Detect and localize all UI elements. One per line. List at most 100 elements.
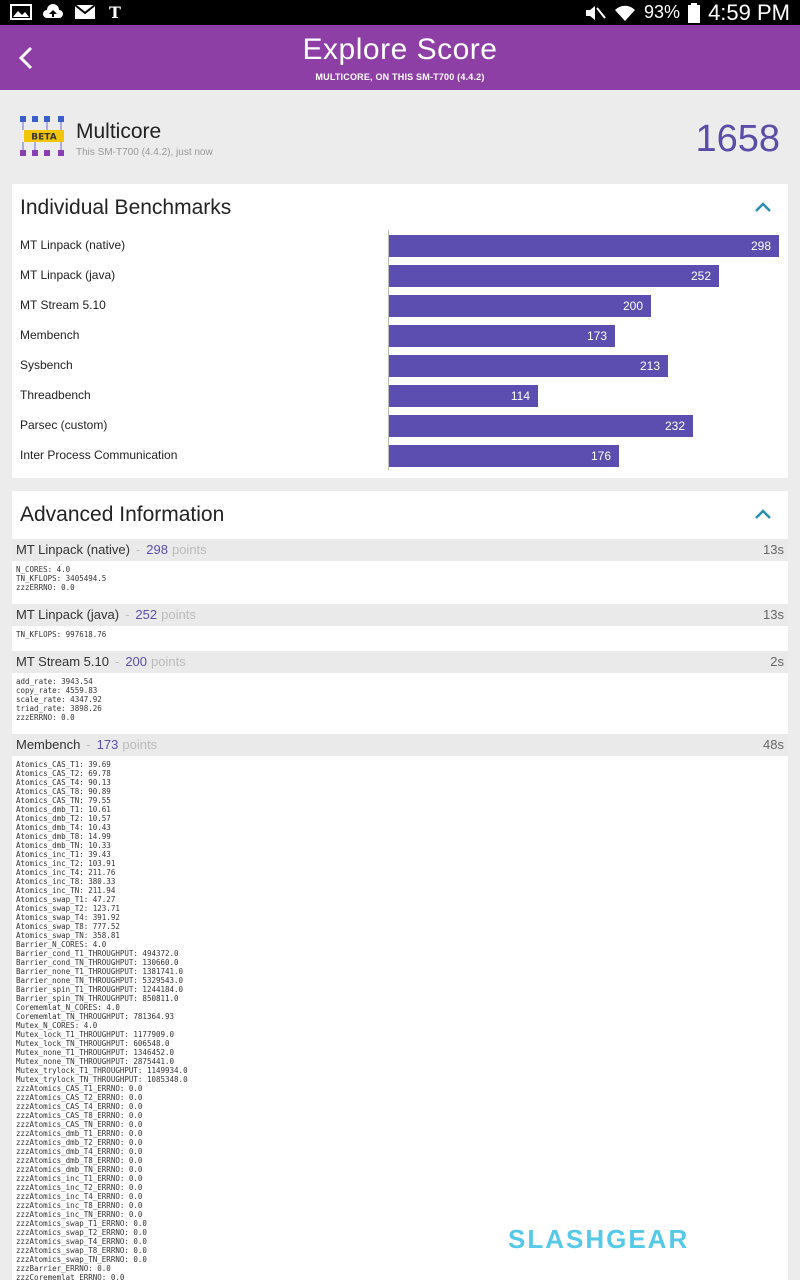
battery-icon <box>688 2 701 23</box>
detail-line: N_CORES: 4.0 <box>16 565 71 574</box>
slashgear-watermark: SLASHGEAR <box>508 1224 690 1254</box>
section-header[interactable]: MT Linpack (native) -298 points 13s <box>12 539 788 561</box>
section-details: add_rate: 3943.54 copy_rate: 4559.83 scale… <box>16 677 102 722</box>
benchmarks-title: Individual Benchmarks <box>20 196 232 219</box>
detail-line: Atomics_inc_T8: 380.33 <box>16 877 116 886</box>
section-duration: 13s <box>763 542 784 557</box>
detail-line: zzzAtomics_swap_T4_ERRNO: 0.0 <box>16 1237 147 1246</box>
page-title: Explore Score <box>302 33 498 66</box>
chevron-left-icon[interactable] <box>14 41 38 75</box>
detail-line: Atomics_inc_T2: 103.91 <box>16 859 116 868</box>
detail-line: Atomics_swap_T4: 391.92 <box>16 913 120 922</box>
points-label: points <box>171 542 207 557</box>
advanced-title: Advanced Information <box>20 503 225 526</box>
section-title: MT Linpack (native) -298 points <box>16 542 207 557</box>
benchmark-bar: 114 <box>389 385 538 407</box>
chevron-up-icon[interactable] <box>752 507 774 521</box>
section-points: 200 <box>125 654 148 669</box>
detail-line: zzzAtomics_swap_T1_ERRNO: 0.0 <box>16 1219 147 1228</box>
detail-line: zzzAtomics_dmb_T2_ERRNO: 0.0 <box>16 1138 143 1147</box>
detail-line: zzzAtomics_CAS_TN_ERRNO: 0.0 <box>16 1120 143 1129</box>
detail-line: Mutex_none_T1_THROUGHPUT: 1346452.0 <box>16 1048 175 1057</box>
benchmark-row: Membench 173 <box>12 321 788 351</box>
detail-line: Atomics_inc_T4: 211.76 <box>16 868 116 877</box>
detail-line: zzzAtomics_CAS_T8_ERRNO: 0.0 <box>16 1111 143 1120</box>
benchmark-bar: 298 <box>389 235 779 257</box>
detail-line: scale_rate: 4347.92 <box>16 695 102 704</box>
detail-line: Atomics_swap_T1: 47.27 <box>16 895 116 904</box>
detail-line: Mutex_trylock_T1_THROUGHPUT: 1149934.0 <box>16 1066 188 1075</box>
nytimes-icon: T <box>109 3 121 21</box>
score-header: BETA Multicore This SM-T700 (4.4.2), jus… <box>0 90 800 182</box>
mute-icon <box>586 5 606 20</box>
benchmark-label: Membench <box>20 328 80 342</box>
section-header[interactable]: MT Stream 5.10-200 points 2s <box>12 651 788 673</box>
section-title: MT Linpack (java) -252 points <box>16 607 196 622</box>
detail-line: Atomics_dmb_T4: 10.43 <box>16 823 111 832</box>
total-score: 1658 <box>695 118 780 160</box>
detail-line: Atomics_CAS_T4: 90.13 <box>16 778 111 787</box>
detail-line: zzzAtomics_inc_T1_ERRNO: 0.0 <box>16 1174 143 1183</box>
benchmark-label: Threadbench <box>20 388 91 402</box>
detail-line: Barrier_cond_T1_THROUGHPUT: 494372.0 <box>16 949 179 958</box>
detail-line: Atomics_dmb_T8: 14.99 <box>16 832 111 841</box>
section-details: TN_KFLOPS: 997618.76 <box>16 630 106 639</box>
section-duration: 2s <box>770 654 784 669</box>
section-name: Membench <box>16 737 81 752</box>
section-header[interactable]: MT Linpack (java) -252 points 13s <box>12 604 788 626</box>
benchmark-row: Threadbench 114 <box>12 381 788 411</box>
benchmark-value: 173 <box>586 329 607 343</box>
detail-line: zzzAtomics_swap_T2_ERRNO: 0.0 <box>16 1228 147 1237</box>
detail-line: Atomics_swap_T2: 123.71 <box>16 904 120 913</box>
benchmark-bar: 252 <box>389 265 719 287</box>
section-points: 298 <box>146 542 168 557</box>
app-bar: Explore Score MULTICORE, ON THIS SM-T700… <box>0 25 800 90</box>
section-duration: 13s <box>763 607 784 622</box>
detail-line: triad_rate: 3898.26 <box>16 704 102 713</box>
advanced-information-card: Advanced Information MT Linpack (native)… <box>12 491 788 1280</box>
detail-line: zzzERRNO: 0.0 <box>16 713 75 722</box>
multicore-beta-logo: BETA <box>20 116 64 156</box>
section-title: Membench -173 points <box>16 737 157 752</box>
benchmark-label: Parsec (custom) <box>20 418 108 432</box>
section-header[interactable]: Membench -173 points 48s <box>12 734 788 756</box>
benchmark-row: MT Linpack (native) 298 <box>12 231 788 261</box>
separator: - <box>114 654 120 669</box>
detail-line: add_rate: 3943.54 <box>16 677 93 686</box>
detail-line: zzzAtomics_inc_TN_ERRNO: 0.0 <box>16 1210 143 1219</box>
benchmark-value: 176 <box>590 449 611 463</box>
detail-line: zzzAtomics_CAS_T1_ERRNO: 0.0 <box>16 1084 143 1093</box>
detail-line: Mutex_N_CORES: 4.0 <box>16 1021 98 1030</box>
system-status: 93% 4:59 PM <box>584 0 790 25</box>
separator: - <box>125 607 130 622</box>
detail-line: zzzAtomics_dmb_TN_ERRNO: 0.0 <box>16 1165 143 1174</box>
benchmark-bar: 200 <box>389 295 651 317</box>
detail-line: Atomics_inc_T1: 39.43 <box>16 850 111 859</box>
detail-line: TN_KFLOPS: 3405494.5 <box>16 574 107 583</box>
clock: 4:59 PM <box>708 0 790 25</box>
detail-line: Mutex_lock_TN_THROUGHPUT: 606548.0 <box>16 1039 170 1048</box>
chevron-up-icon[interactable] <box>752 200 774 214</box>
detail-line: zzzBarrier_ERRNO: 0.0 <box>16 1264 111 1273</box>
benchmark-label: MT Stream 5.10 <box>20 298 106 312</box>
section-name: MT Linpack (java) <box>16 607 120 622</box>
benchmark-value: 232 <box>664 419 685 433</box>
detail-line: Atomics_dmb_T2: 10.57 <box>16 814 111 823</box>
detail-line: zzzERRNO: 0.0 <box>16 583 75 592</box>
detail-line: Barrier_spin_TN_THROUGHPUT: 850811.0 <box>16 994 179 1003</box>
benchmark-label: Sysbench <box>20 358 73 372</box>
detail-line: zzzAtomics_dmb_T4_ERRNO: 0.0 <box>16 1147 143 1156</box>
detail-line: Atomics_swap_T8: 777.52 <box>16 922 120 931</box>
points-label: points <box>161 607 196 622</box>
section-points: 252 <box>135 607 158 622</box>
benchmark-value: 213 <box>639 359 660 373</box>
detail-line: Atomics_dmb_T1: 10.61 <box>16 805 111 814</box>
section-title: MT Stream 5.10-200 points <box>16 654 186 669</box>
section-points: 173 <box>96 737 119 752</box>
device-detail: This SM-T700 (4.4.2), just now <box>76 147 213 158</box>
status-bar: T 93% 4:59 PM <box>0 0 800 25</box>
benchmark-row: Inter Process Communication 176 <box>12 441 788 471</box>
detail-line: Mutex_lock_T1_THROUGHPUT: 1177909.0 <box>16 1030 175 1039</box>
section-duration: 48s <box>763 737 784 752</box>
detail-line: zzzAtomics_dmb_T8_ERRNO: 0.0 <box>16 1156 143 1165</box>
